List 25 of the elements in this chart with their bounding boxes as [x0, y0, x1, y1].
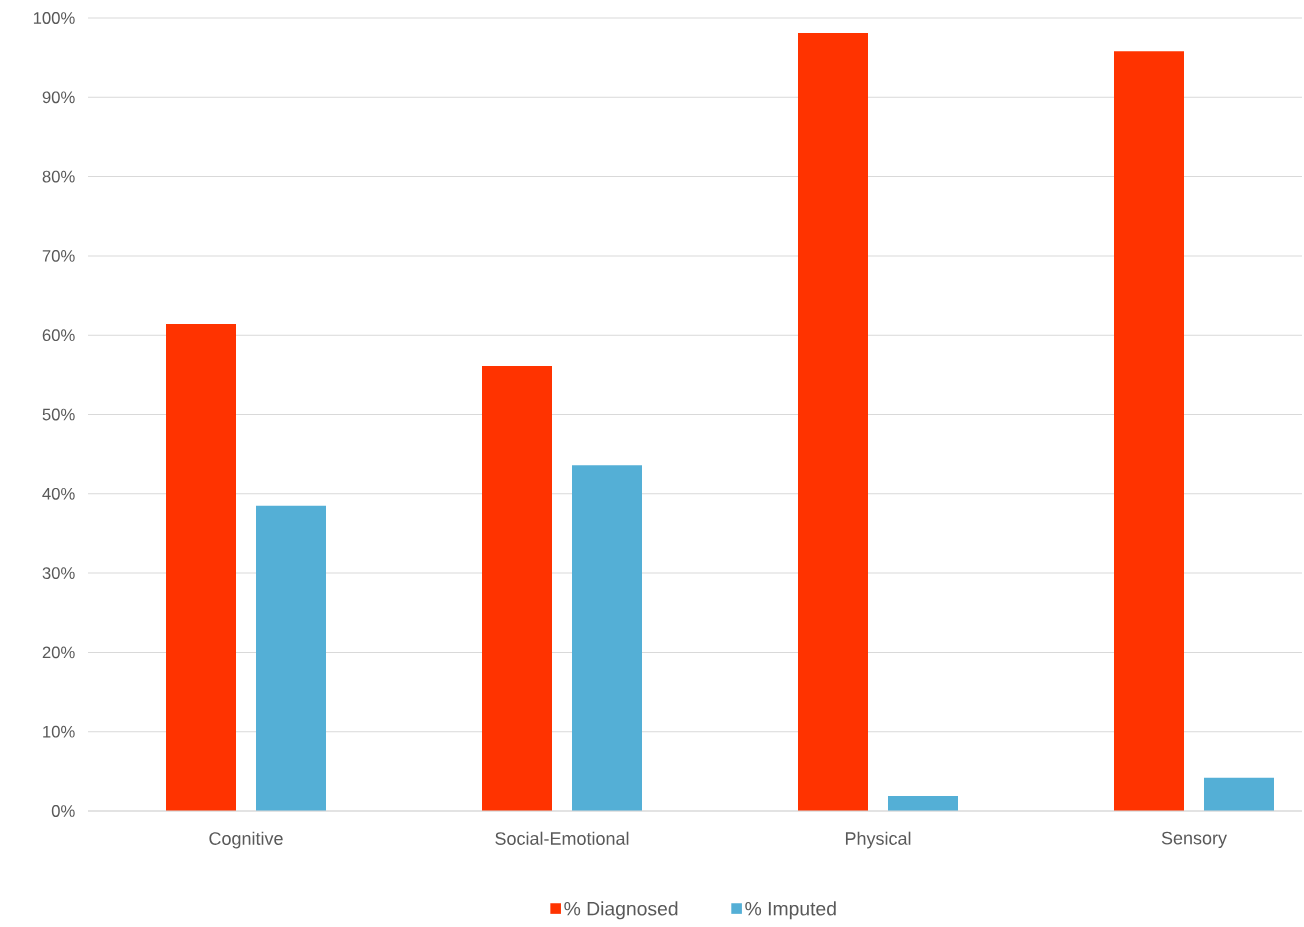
bar: [798, 33, 868, 811]
bar: [888, 795, 958, 811]
y-tick-label: 10%: [43, 725, 75, 738]
y-tick-label: 70%: [42, 250, 75, 262]
legend-label: % Diagnosed: [564, 901, 678, 920]
y-tick-label: 80%: [42, 170, 75, 183]
y-tick-label: 40%: [42, 487, 75, 500]
y-tick-label: 0%: [51, 805, 75, 817]
bar: [572, 465, 642, 811]
legend-label: % Imputed: [745, 901, 836, 920]
y-tick-label: 90%: [42, 91, 75, 104]
x-tick-label: Physical: [845, 831, 911, 849]
x-tick-label: Sensory: [1161, 831, 1227, 849]
bar: [256, 505, 327, 811]
bar: [1203, 777, 1274, 811]
y-tick-label: 30%: [42, 567, 75, 579]
y-tick-label: 60%: [42, 329, 75, 342]
y-tick-label: 50%: [42, 408, 75, 421]
bar: [166, 324, 236, 811]
bar: [1114, 51, 1184, 811]
x-tick-label: Cognitive: [209, 831, 283, 849]
bar: [482, 366, 552, 811]
y-tick-label: 100%: [33, 12, 75, 24]
y-tick-label: 20%: [42, 646, 75, 659]
x-tick-label: Social-Emotional: [495, 831, 629, 845]
